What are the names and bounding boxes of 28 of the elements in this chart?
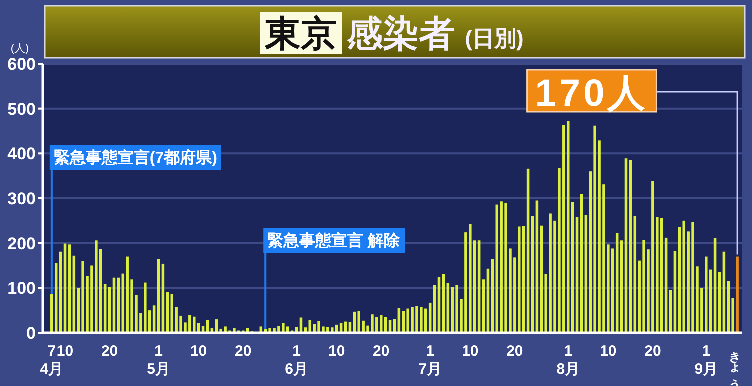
x-tick-label: 10 [190, 343, 208, 360]
y-axis-title: (人) [10, 43, 30, 55]
y-tick-label: 400 [8, 144, 36, 164]
x-tick-label: 10 [462, 343, 479, 360]
x-tick-label: 1 6月 [285, 343, 308, 378]
x-tick-label: 20 [506, 343, 524, 360]
y-tick-label: 0 [26, 324, 36, 343]
x-tick-label: 1 5月 [147, 343, 170, 378]
text: きょう [728, 342, 742, 386]
x-tick-label: 1 9月 [694, 343, 718, 378]
x-tick-label: 20 [644, 343, 662, 360]
x-tick-label: 1 8月 [556, 343, 580, 378]
x-tick-label: 20 [373, 343, 390, 360]
x-tick-label: 10 [328, 343, 346, 360]
annotation: 170人 [535, 73, 649, 115]
ref-line-label: 緊急事態宣言 解除 [268, 231, 402, 250]
y-tick-label: 600 [8, 55, 36, 74]
y-tick-label: 300 [8, 190, 36, 208]
title: 東京 感染者 (日別) [260, 12, 524, 54]
y-tick-label: 200 [8, 234, 36, 254]
x-tick-label: 10 [600, 343, 617, 360]
ref-line-label: 緊急事態宣言(7都府県) [54, 148, 218, 167]
x-tick-label: 10 [56, 343, 74, 360]
y-tick-label: 500 [8, 100, 36, 119]
x-tick-label: 20 [101, 343, 118, 360]
y-tick-label: 100 [8, 279, 36, 298]
x-tick-label: 20 [235, 343, 252, 360]
x-tick-label: 1 7月 [418, 343, 442, 378]
